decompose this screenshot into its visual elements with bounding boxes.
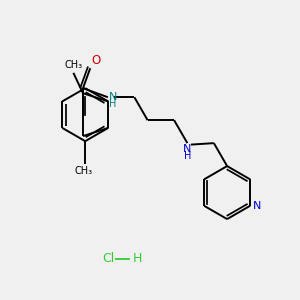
Text: O: O [91, 54, 101, 68]
Text: Cl: Cl [102, 252, 115, 266]
Text: N: N [183, 144, 192, 154]
Text: CH₃: CH₃ [64, 61, 83, 70]
Text: CH₃: CH₃ [75, 166, 93, 176]
Text: H: H [109, 99, 116, 109]
Text: H: H [132, 252, 142, 266]
Text: N: N [252, 201, 261, 211]
Text: N: N [109, 92, 117, 102]
Text: H: H [184, 152, 191, 161]
